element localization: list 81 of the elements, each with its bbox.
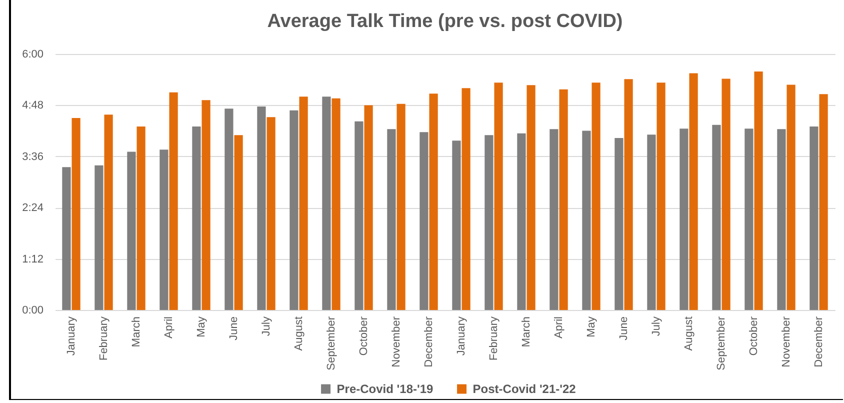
bar [364,105,373,310]
y-tick-label: 0:00 [22,304,44,316]
bar [160,150,168,310]
y-tick-label: 1:12 [22,253,44,266]
y-tick-label: 4:48 [22,100,44,112]
bar [429,94,438,310]
bar [452,140,461,310]
bar [647,134,656,310]
bar [72,118,80,310]
bar [257,106,266,310]
bar [127,152,136,310]
bar [744,128,754,310]
x-tick-label: October [358,316,370,356]
bar [484,135,494,310]
bar [266,117,276,310]
y-tick-label: 6:00 [22,48,44,60]
bar [322,96,331,310]
bar [656,82,666,310]
bar [786,84,796,310]
bar [387,129,396,310]
x-tick-label: December [812,316,825,368]
x-tick-label: September [325,316,338,370]
bar [169,92,178,310]
bar [299,96,308,310]
bar [104,114,113,310]
x-tick-label: June [618,316,630,340]
bar [559,89,568,310]
x-tick-label: November [780,316,792,368]
bar [396,104,406,310]
x-tick-label: August [682,316,695,351]
x-tick-label: February [488,316,500,361]
bar [819,94,828,310]
bar [354,121,364,310]
bar [712,124,721,310]
bar [420,132,428,310]
bar [462,88,470,310]
bar [689,73,698,310]
x-tick-label: May [585,316,598,338]
x-tick-label: November [390,316,402,368]
bar [332,98,340,310]
bar [680,128,688,310]
x-tick-label: February [98,316,110,361]
x-tick-label: September [715,316,728,370]
x-tick-label: April [552,316,565,339]
y-tick-label: 3:36 [22,150,44,163]
bar [624,79,633,310]
bar [94,165,104,310]
x-tick-label: August [292,316,305,351]
x-tick-label: January [455,316,468,356]
bar [810,126,818,310]
bar [517,133,526,310]
x-tick-label: April [162,316,175,339]
x-tick-label: May [195,316,208,338]
bar [494,82,503,310]
legend-label: Post-Covid '21-'22 [472,382,576,396]
x-tick-label: June [228,316,240,340]
legend-label: Pre-Covid '18-'19 [336,382,434,396]
x-tick-label: March [130,316,142,348]
bar [550,129,558,310]
x-tick-label: July [650,316,662,336]
bar [290,110,298,310]
bar [224,108,234,310]
chart-title: Average Talk Time (pre vs. post COVID) [267,11,623,32]
bar [234,135,243,310]
bar [136,126,146,310]
bar [582,130,591,310]
bar [614,138,624,310]
bar [192,126,201,310]
bar [592,82,600,310]
x-tick-label: July [260,316,272,336]
x-tick-label: December [422,316,435,368]
bar [202,100,210,310]
x-tick-label: January [65,316,78,356]
bar [526,85,536,310]
bar [722,78,730,310]
bar [777,129,786,310]
y-tick-label: 2:24 [22,202,44,214]
x-tick-label: October [748,316,760,356]
bar [62,167,71,310]
bar [754,71,763,310]
x-tick-label: March [520,316,532,348]
